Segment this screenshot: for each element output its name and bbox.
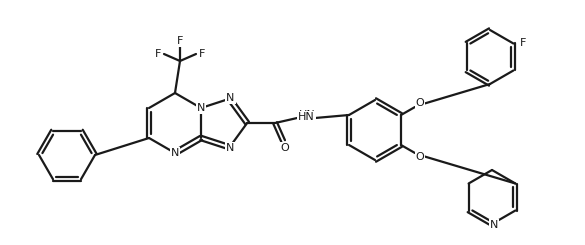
Text: F: F bbox=[520, 38, 527, 49]
Text: O: O bbox=[281, 143, 290, 153]
Text: N: N bbox=[490, 220, 498, 230]
Text: F: F bbox=[199, 49, 205, 59]
Text: HN: HN bbox=[299, 110, 315, 120]
Text: F: F bbox=[155, 49, 161, 59]
Text: HN: HN bbox=[298, 112, 315, 122]
Text: N: N bbox=[171, 148, 179, 158]
Text: O: O bbox=[415, 152, 424, 162]
Text: N: N bbox=[226, 143, 235, 153]
Text: O: O bbox=[415, 98, 424, 108]
Text: F: F bbox=[177, 36, 183, 46]
Text: N: N bbox=[197, 103, 205, 113]
Text: N: N bbox=[226, 93, 235, 103]
